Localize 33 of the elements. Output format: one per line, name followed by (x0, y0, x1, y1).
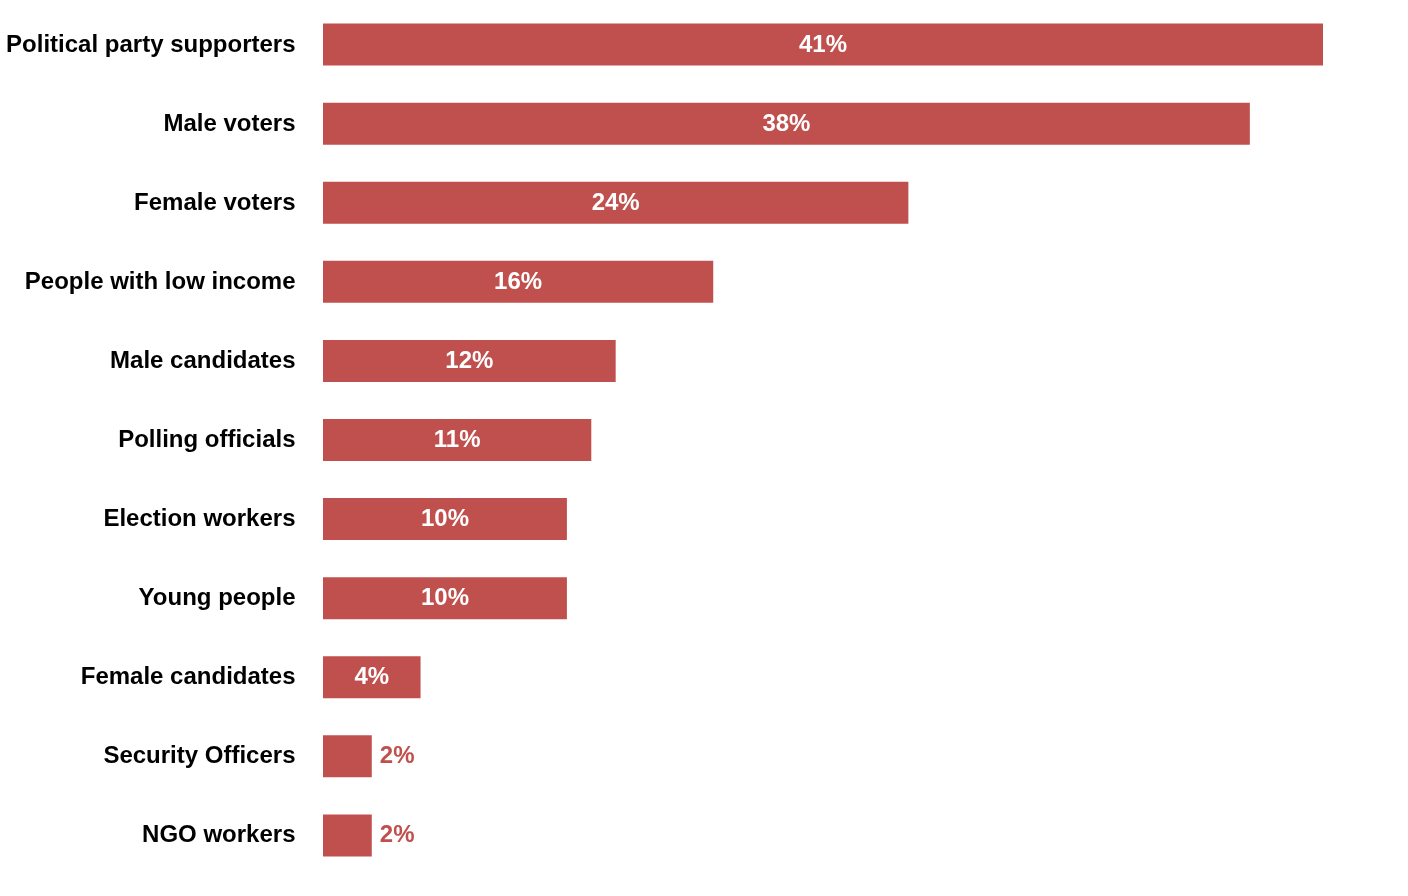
data-label: 2% (379, 741, 415, 769)
data-label: 16% (494, 266, 543, 294)
bar (323, 23, 1323, 66)
y-tick-label: Polling officials (118, 425, 296, 452)
bar (323, 656, 421, 699)
data-label: 4% (354, 662, 390, 690)
data-label: 10% (420, 504, 469, 532)
y-tick-label: NGO workers (142, 820, 296, 848)
data-label: 11% (433, 425, 481, 452)
data-label: 38% (762, 108, 811, 136)
data-label: 2% (379, 820, 415, 848)
y-tick-label: Male voters (163, 108, 296, 136)
y-tick-label: People with low income (24, 266, 296, 294)
bar (323, 181, 909, 224)
y-tick-label: Male candidates (110, 345, 296, 373)
y-tick-label: Security Officers (103, 741, 296, 769)
bar (323, 419, 592, 461)
bar (323, 260, 714, 303)
data-label: 41% (798, 29, 848, 57)
bar (323, 339, 616, 382)
bar (323, 498, 567, 541)
bar (323, 814, 372, 857)
y-tick-label: Political party supporters (6, 29, 296, 57)
data-label: 10% (420, 583, 469, 611)
y-tick-label: Female voters (134, 187, 296, 215)
y-tick-label: Female candidates (80, 662, 296, 690)
y-tick-label: Election workers (103, 504, 296, 532)
bar (323, 735, 372, 778)
bar (323, 102, 1250, 145)
data-label: 12% (445, 345, 494, 373)
bar (323, 577, 567, 620)
y-tick-label: Young people (138, 583, 296, 611)
data-label: 24% (591, 187, 640, 215)
